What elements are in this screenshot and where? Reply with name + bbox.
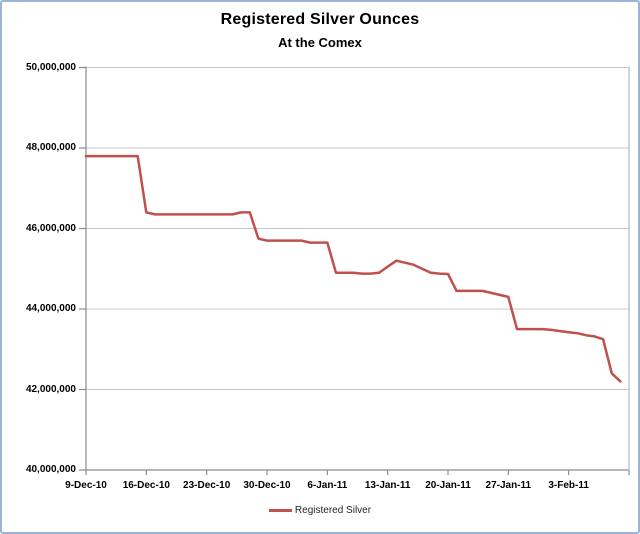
x-axis-tick-label: 3-Feb-11: [548, 480, 589, 491]
x-axis-tick-label: 6-Jan-11: [307, 480, 348, 491]
y-axis-tick-label: 40,000,000: [25, 464, 76, 475]
x-axis-tick-label: 23-Dec-10: [183, 480, 231, 491]
y-axis-tick-label: 46,000,000: [25, 222, 76, 234]
x-axis-tick-label: 16-Dec-10: [122, 480, 170, 491]
y-axis-tick-label: 44,000,000: [25, 303, 76, 314]
y-axis-tick-label: 50,000,000: [25, 61, 76, 73]
legend-label: Registered Silver: [294, 505, 372, 516]
y-axis-tick-label: 42,000,000: [25, 383, 76, 395]
x-axis-tick-label: 30-Dec-10: [243, 480, 291, 491]
legend-line-marker: [268, 509, 292, 512]
axis-ticks: [79, 66, 630, 475]
legend: Registered Silver: [2, 505, 638, 516]
x-axis-tick-label: 13-Jan-11: [364, 480, 411, 491]
series-line-registered-silver: [84, 154, 622, 383]
x-axis-tick-label: 27-Jan-11: [485, 480, 532, 491]
x-axis-tick-label: 9-Dec-10: [65, 480, 107, 491]
y-axis-tick-label: 48,000,000: [25, 142, 76, 153]
chart-subtitle: At the Comex: [278, 35, 362, 50]
x-axis-tick-label: 20-Jan-11: [425, 480, 471, 491]
gridlines: [86, 67, 629, 471]
chart-title: Registered Silver Ounces: [220, 11, 420, 28]
